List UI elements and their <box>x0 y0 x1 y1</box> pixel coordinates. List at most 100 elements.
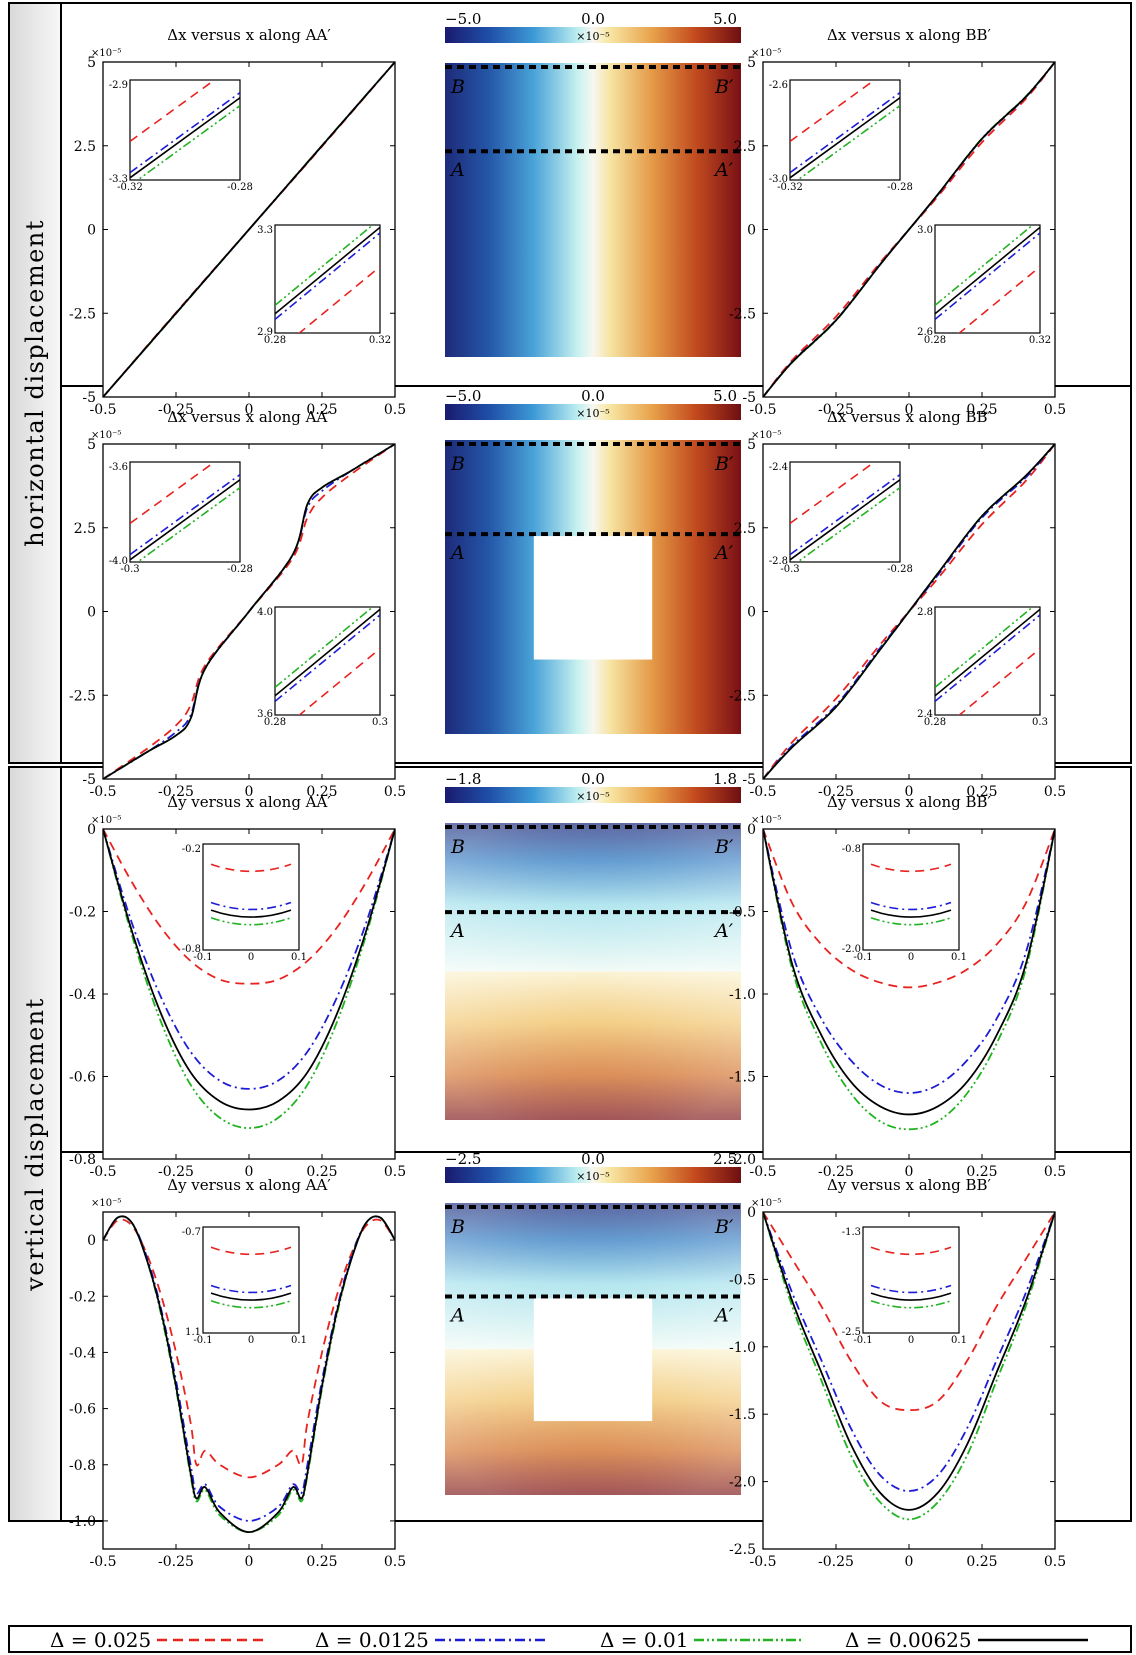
inset-x-label: -0.28 <box>227 564 253 575</box>
y-tick-label: -5 <box>742 772 756 788</box>
inset-series-delta-0025 <box>870 1246 952 1256</box>
label-A-prime: A′ <box>713 159 734 181</box>
legend-swatch <box>694 1638 805 1642</box>
series-delta-00125 <box>103 829 395 1090</box>
x-tick-label: 0 <box>905 1164 914 1180</box>
inset-x-label: 0.3 <box>1032 717 1048 728</box>
x-tick-label: 0.25 <box>306 1554 337 1570</box>
inset-y-label: 4.0 <box>257 607 273 618</box>
y-tick-label: 2.5 <box>74 139 96 155</box>
y-exponent: ×10⁻⁵ <box>91 1198 121 1209</box>
x-tick-label: 0.5 <box>1044 1164 1066 1180</box>
legend-item-d001: Δ = 0.01 <box>600 1628 805 1652</box>
field-shading <box>445 823 741 1120</box>
y-tick-label: -1.5 <box>729 1407 756 1423</box>
inset-x-label: -0.28 <box>887 564 913 575</box>
inset-series-delta-00125 <box>935 232 1040 321</box>
inset-series-delta-0025 <box>298 648 380 715</box>
label-B-prime: B′ <box>714 453 734 475</box>
x-tick-label: 0.5 <box>384 1554 406 1570</box>
inset-y-label: 3.3 <box>257 225 273 236</box>
inset-x-label: 0.28 <box>264 335 286 346</box>
legend-item-d025: Δ = 0.025 <box>50 1628 268 1652</box>
series-delta-0025 <box>763 1212 1055 1412</box>
inset-y-label: 2.8 <box>917 607 933 618</box>
series-delta-00125 <box>763 829 1055 1094</box>
y-tick-label: 5 <box>87 437 96 453</box>
chart-title: Δx versus x along BB′ <box>827 26 991 44</box>
y-tick-label: -5 <box>82 772 96 788</box>
y-tick-label: 5 <box>747 55 756 71</box>
y-tick-label: -2.0 <box>729 1152 756 1168</box>
inset-series-delta-000625 <box>130 479 240 561</box>
colorbar <box>445 404 741 420</box>
x-tick-label: 0 <box>905 402 914 418</box>
colorbar-min: −5.0 <box>445 10 481 28</box>
x-tick-label: 0.25 <box>966 1164 997 1180</box>
y-tick-label: -5 <box>742 390 756 406</box>
x-tick-label: 0.25 <box>966 784 997 800</box>
chart-title: Δy versus x along BB′ <box>827 793 991 811</box>
inset-x-label: 0.28 <box>924 717 946 728</box>
inset-series-delta-0025 <box>790 462 876 525</box>
inset-plot: 0.28 0.32 2.9 3.3 <box>257 224 391 346</box>
x-tick-label: -0.5 <box>90 1164 117 1180</box>
inset-series-delta-001 <box>275 225 374 306</box>
series-delta-001 <box>763 829 1055 1131</box>
inset-x-label: 0.1 <box>951 1335 967 1346</box>
x-tick-label: 0.25 <box>966 402 997 418</box>
y-tick-label: 0 <box>747 1205 756 1221</box>
colorbar <box>445 787 741 803</box>
inset-frame <box>129 461 241 563</box>
series-delta-000625 <box>763 1212 1055 1511</box>
inset-series-delta-000625 <box>935 608 1040 697</box>
inset-series-delta-0025 <box>958 648 1040 715</box>
inset-series-delta-001 <box>136 486 240 562</box>
colorbar-mid: 0.0 <box>581 770 605 788</box>
line-chart: Δx versus x along AA′ ×10⁻⁵ -0.5 -0.25 0 0.25… <box>69 408 406 800</box>
x-tick-label: -0.25 <box>818 402 854 418</box>
x-tick-label: 0 <box>245 402 254 418</box>
inset-series-delta-00125 <box>935 614 1040 703</box>
label-A: A <box>449 1304 465 1326</box>
side-label-panel: vertical displacement <box>10 768 62 1520</box>
colormap-panel: −1.8 0.0 1.8 ×10⁻⁵ B B′ A A′ <box>445 770 741 1120</box>
inset-x-label: -0.32 <box>117 182 143 193</box>
y-tick-label: -1.0 <box>69 1514 96 1530</box>
colormap-panel: −5.0 0.0 5.0 ×10⁻⁵ B B′ A A′ <box>445 10 741 357</box>
inset-series-delta-0025 <box>958 266 1040 333</box>
legend-label: Δ = 0.01 <box>600 1628 689 1652</box>
y-tick-label: 0 <box>747 822 756 838</box>
x-tick-label: 0 <box>905 1554 914 1570</box>
inset-x-label: 0 <box>248 952 254 963</box>
inset-frame <box>129 79 241 181</box>
inset-frame <box>274 224 381 334</box>
colorbar-mid: 0.0 <box>581 1150 605 1168</box>
colormap-panel: −5.0 0.0 5.0 ×10⁻⁵ B B′ A A′ <box>445 387 741 734</box>
x-tick-label: -0.5 <box>750 1554 777 1570</box>
inset-frame <box>202 843 300 951</box>
y-exponent: ×10⁻⁵ <box>91 815 121 826</box>
y-tick-label: -1.0 <box>729 1340 756 1356</box>
legend: Δ = 0.025 Δ = 0.0125 Δ = 0.01 Δ = 0.0062… <box>8 1625 1132 1653</box>
x-tick-label: 0.5 <box>384 1164 406 1180</box>
inset-y-label: -2.0 <box>842 944 861 955</box>
inset-x-label: -0.28 <box>887 182 913 193</box>
inset-series-delta-0025 <box>790 80 876 143</box>
inset-plot: -0.1 0 0.1 1.1 -0.7 <box>182 1226 307 1346</box>
x-tick-label: -0.25 <box>158 784 194 800</box>
y-tick-label: 0 <box>87 605 96 621</box>
inset-series-delta-000625 <box>870 909 952 918</box>
inset-series-delta-00125 <box>790 91 900 174</box>
inset-series-delta-000625 <box>790 97 900 179</box>
y-tick-label: -0.2 <box>69 905 96 921</box>
inset-x-label: -0.1 <box>853 1335 872 1346</box>
y-tick-label: -1.5 <box>729 1070 756 1086</box>
y-tick-label: -0.2 <box>69 1289 96 1305</box>
inset-x-label: 0.32 <box>369 335 391 346</box>
side-label-panel: horizontal displacement <box>10 4 62 762</box>
x-tick-label: 0 <box>245 1164 254 1180</box>
y-tick-label: -0.8 <box>69 1458 96 1474</box>
colorbar-unit: ×10⁻⁵ <box>576 30 609 43</box>
